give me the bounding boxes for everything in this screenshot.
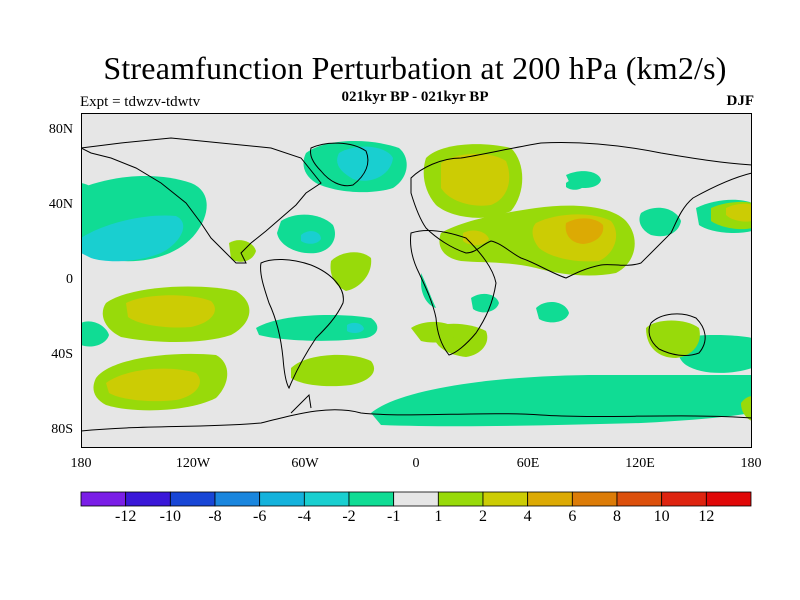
contour-north-africa-small <box>566 179 585 190</box>
contour-indian-ocean <box>471 293 499 313</box>
colorbar-swatch <box>571 491 618 507</box>
colorbar-swatch <box>527 491 573 507</box>
colorbar-tick-label: -8 <box>208 508 222 525</box>
coast-antarctic-peninsula <box>290 393 312 414</box>
colorbar-tick-label: 10 <box>653 508 670 525</box>
contour-south-pacific-far-east <box>741 396 752 421</box>
colorbar <box>80 491 752 507</box>
lat-label-80s: 80S <box>51 422 73 437</box>
colorbar-swatch <box>259 491 305 507</box>
coast-greenland <box>310 142 369 187</box>
lon-label-180e: 180 <box>740 456 762 471</box>
colorbar-swatch <box>125 491 171 507</box>
colorbar-tick-label: 12 <box>698 508 715 525</box>
contour-indian-ocean-2 <box>536 301 569 323</box>
colorbar-swatch <box>214 491 261 507</box>
colorbar-swatch <box>169 491 216 507</box>
lon-label-120w: 120W <box>175 456 211 471</box>
coast-south-america <box>260 259 344 390</box>
contour-australia <box>646 320 700 358</box>
lat-label-0: 0 <box>66 272 73 287</box>
contour-atlantic-equator <box>330 252 372 291</box>
lon-label-0: 0 <box>412 456 420 471</box>
contour-south-ocean-west <box>421 273 436 308</box>
season-label: DJF <box>726 93 755 109</box>
map-plot <box>81 113 752 448</box>
contour-pacific-deep-core <box>106 368 200 402</box>
lon-label-180w: 180 <box>70 456 92 471</box>
coast-antarctica <box>81 409 752 432</box>
colorbar-swatch <box>705 491 752 507</box>
coastlines <box>81 137 752 432</box>
coast-australia <box>648 313 706 357</box>
lat-label-80n: 80N <box>48 122 73 137</box>
lon-label-120e: 120E <box>625 456 655 471</box>
colorbar-swatch <box>303 491 350 507</box>
contour-north-pacific-east-core <box>726 203 752 222</box>
lat-label-40s: 40S <box>51 347 73 362</box>
colorbar-swatch <box>393 491 439 507</box>
colorbar-tick-label: 2 <box>479 508 487 525</box>
colorbar-tick-label: 8 <box>613 508 621 525</box>
colorbar-tick-label: -6 <box>252 508 267 525</box>
contour-japan <box>639 207 681 237</box>
contour-fills <box>81 141 752 427</box>
colorbar-tick-label: -1 <box>386 508 401 525</box>
contour-pacific-north-west <box>81 183 103 208</box>
colorbar-swatch <box>482 491 529 507</box>
colorbar-swatch <box>80 491 127 507</box>
contour-greenland-core <box>337 146 393 181</box>
contour-pacific-south-core <box>126 295 215 328</box>
colorbar-swatch <box>616 491 663 507</box>
contour-south-atlantic-south <box>291 354 375 387</box>
coast-africa <box>410 230 497 356</box>
lat-label-40n: 40N <box>48 197 73 212</box>
colorbar-swatch <box>437 491 484 507</box>
colorbar-tick-label: -12 <box>114 508 137 525</box>
map-title: Streamfunction Perturbation at 200 hPa (… <box>103 50 727 86</box>
lon-label-60e: 60E <box>516 456 540 471</box>
colorbar-tick-label: 1 <box>434 508 443 525</box>
contour-europe-core <box>441 153 510 206</box>
colorbar-swatch <box>661 491 707 507</box>
colorbar-tick-label: -4 <box>297 508 311 525</box>
colorbar-tick-label: 6 <box>568 508 577 525</box>
lon-label-60w: 60W <box>291 456 319 471</box>
contour-atlantic-core <box>301 231 321 244</box>
experiment-label: Expt = tdwzv-tdwtv <box>80 94 201 110</box>
colorbar-tick-label: -10 <box>159 508 181 525</box>
contour-south-atlantic-core <box>347 322 364 334</box>
contour-tibet-core <box>565 218 604 244</box>
contour-pacific-south-west <box>81 321 109 347</box>
colorbar-swatch <box>348 491 395 507</box>
colorbar-tick-label: -2 <box>342 508 356 525</box>
coast-europe-asia <box>410 141 752 279</box>
colorbar-tick-label: 4 <box>523 508 532 525</box>
contour-south-atlantic <box>256 315 378 341</box>
map-subtitle: 021kyr BP - 021kyr BP <box>341 89 489 105</box>
contour-pacific-core <box>81 215 184 262</box>
map-frame <box>81 113 752 448</box>
contour-atlantic-equator-2 <box>411 321 459 343</box>
coast-north-america <box>81 137 322 264</box>
contour-southern-ocean <box>371 375 752 427</box>
